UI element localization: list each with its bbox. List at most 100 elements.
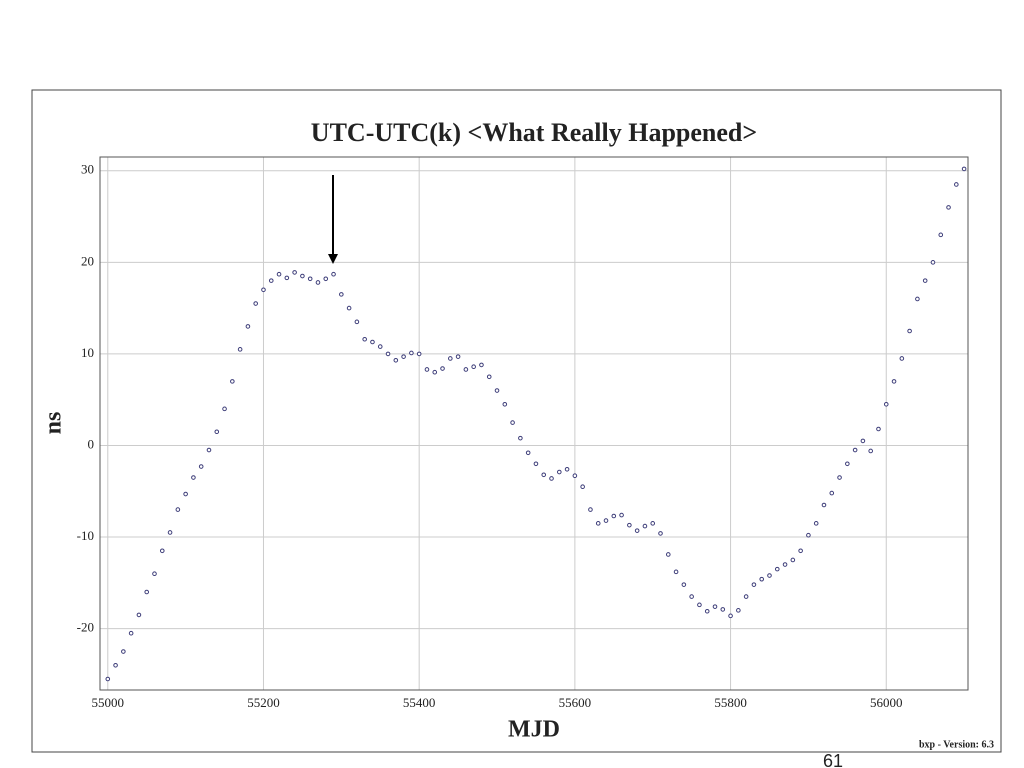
point	[720, 607, 726, 612]
point	[393, 358, 399, 363]
point	[268, 278, 274, 283]
point	[891, 379, 897, 384]
page-number: 61	[823, 751, 843, 768]
point	[868, 448, 873, 454]
point	[455, 354, 461, 359]
point	[339, 292, 344, 297]
x-tick-label: 55800	[714, 695, 747, 710]
point	[736, 608, 741, 613]
point	[284, 275, 290, 281]
point	[315, 280, 321, 285]
point	[572, 473, 578, 479]
point	[634, 528, 640, 533]
point	[852, 447, 858, 453]
point	[346, 305, 352, 311]
x-tick-label: 55000	[92, 695, 125, 710]
point	[704, 608, 710, 614]
y-tick-label: 20	[81, 253, 94, 268]
point	[198, 464, 204, 469]
point	[167, 530, 173, 535]
point	[159, 548, 165, 554]
point	[416, 351, 422, 357]
point	[323, 276, 329, 282]
point	[206, 447, 212, 453]
point	[331, 271, 336, 277]
point	[113, 662, 118, 668]
point	[642, 523, 648, 529]
point	[961, 166, 967, 172]
point	[300, 273, 305, 279]
y-tick-label: 30	[81, 162, 94, 177]
point	[214, 429, 220, 435]
point	[728, 613, 733, 619]
point	[502, 401, 508, 407]
point	[712, 604, 718, 609]
point	[954, 182, 959, 187]
point	[743, 594, 749, 599]
point	[494, 388, 500, 393]
point	[409, 350, 414, 356]
point	[627, 522, 632, 528]
point	[533, 461, 539, 467]
point	[759, 576, 765, 582]
point	[128, 630, 134, 636]
point	[829, 490, 835, 496]
point	[525, 450, 531, 456]
point	[697, 602, 702, 608]
point	[821, 502, 827, 508]
point	[806, 532, 811, 538]
point	[549, 476, 554, 481]
x-tick-label: 55200	[247, 695, 280, 710]
y-tick-label: 0	[88, 436, 95, 451]
frame	[31, 89, 1002, 753]
point	[175, 507, 181, 512]
point	[673, 569, 679, 575]
point	[440, 366, 445, 371]
point	[922, 278, 928, 283]
arrow-head	[328, 254, 338, 264]
point	[222, 406, 227, 412]
point	[121, 649, 126, 654]
y-tick-label: -20	[77, 620, 94, 635]
point	[946, 205, 951, 210]
point	[883, 401, 889, 407]
point	[463, 367, 469, 372]
point	[253, 301, 258, 306]
plot-border	[99, 156, 969, 691]
point	[899, 356, 905, 361]
point	[782, 562, 788, 567]
x-tick-label: 55400	[403, 695, 436, 710]
point	[486, 374, 492, 380]
plot-area: -20 -10 0 10 20 30 55000 55200 55400 55600 55800 56…	[77, 156, 969, 710]
point	[230, 379, 235, 384]
point	[424, 367, 430, 372]
point	[479, 362, 484, 368]
point	[518, 435, 523, 441]
point	[261, 287, 266, 293]
point	[611, 513, 617, 519]
point	[689, 594, 694, 599]
x-tick-label: 55600	[559, 695, 592, 710]
point	[564, 466, 570, 472]
point	[938, 232, 944, 238]
point	[183, 491, 188, 497]
point	[471, 364, 476, 370]
point	[307, 276, 313, 282]
point	[837, 475, 842, 480]
chart-title: UTC-UTC(k) <What Really Happened>	[311, 118, 757, 147]
point	[432, 369, 438, 375]
point	[876, 426, 881, 432]
point	[930, 260, 936, 265]
point	[401, 354, 406, 359]
point	[237, 347, 243, 352]
y-axis-label: ns	[41, 412, 67, 435]
point	[144, 589, 150, 595]
y-tick-label: 10	[81, 345, 94, 360]
x-axis-label: MJD	[508, 717, 560, 743]
footer: bxp - Version: 6.3	[919, 739, 994, 750]
point	[385, 351, 391, 357]
point	[798, 548, 803, 554]
point	[650, 521, 656, 526]
